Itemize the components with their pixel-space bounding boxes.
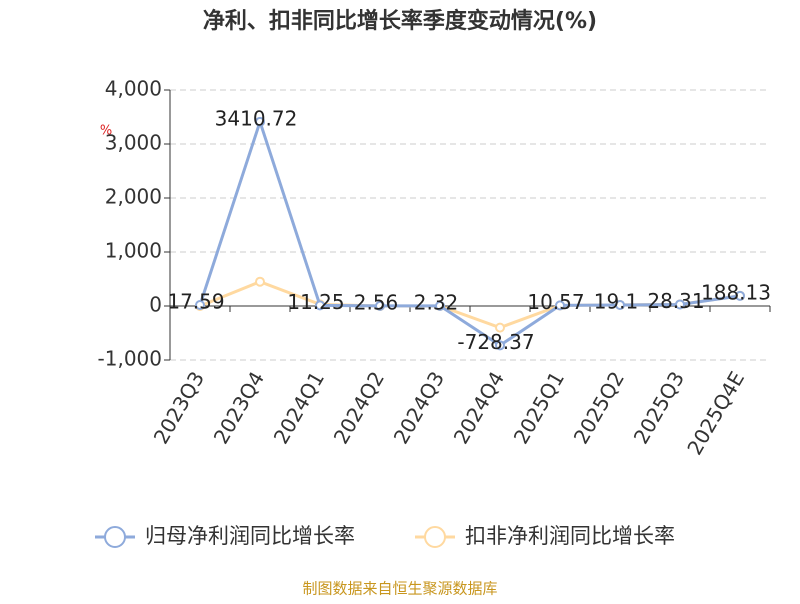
point xyxy=(375,300,385,311)
data-label: 188.13 xyxy=(701,280,771,304)
y-tick-label: 1,000 xyxy=(105,239,162,263)
data-label: 2.32 xyxy=(414,290,459,314)
y-tick-label: -1,000 xyxy=(98,347,162,371)
series-line xyxy=(198,116,741,348)
x-tick-label: 2025Q2 xyxy=(569,367,629,448)
point xyxy=(315,300,325,311)
x-tick-label: 2024Q1 xyxy=(269,367,329,448)
legend-marker xyxy=(104,526,126,548)
y-tick-label: 4,000 xyxy=(105,77,162,101)
x-tick-label: 2024Q4 xyxy=(449,367,509,448)
data-label: 10.57 xyxy=(527,290,584,314)
x-tick-label: 2025Q3 xyxy=(629,367,689,448)
legend-marker xyxy=(424,526,446,548)
data-label: 17.59 xyxy=(167,290,224,314)
data-label: -728.37 xyxy=(457,330,534,354)
legend-label: 归母净利润同比增长率 xyxy=(145,524,355,548)
data-label: 28.31 xyxy=(647,289,704,313)
data-label: 3410.72 xyxy=(215,106,298,130)
y-unit: % xyxy=(100,124,112,139)
source-note: 制图数据来自恒生聚源数据库 xyxy=(302,580,497,598)
data-label: 11.25 xyxy=(287,290,344,314)
point xyxy=(615,299,625,310)
point xyxy=(495,322,505,333)
y-tick-label: 3,000 xyxy=(105,131,162,155)
chart-title: 净利、扣非同比增长率季度变动情况(%) xyxy=(203,8,597,34)
legend-label: 扣非净利润同比增长率 xyxy=(465,524,675,548)
point xyxy=(495,340,505,351)
point xyxy=(735,290,745,301)
point xyxy=(435,300,445,311)
x-tick-label: 2024Q3 xyxy=(389,367,449,448)
point xyxy=(675,299,685,310)
x-tick-label: 2023Q3 xyxy=(149,367,209,448)
y-tick-label: 2,000 xyxy=(105,185,162,209)
x-tick-label: 2025Q4E xyxy=(682,367,749,459)
y-tick-label: 0 xyxy=(149,293,162,317)
x-tick-label: 2025Q1 xyxy=(509,367,569,448)
point xyxy=(255,276,265,287)
data-label: 19.1 xyxy=(594,289,639,313)
point xyxy=(195,300,205,311)
point xyxy=(555,300,565,311)
x-tick-label: 2023Q4 xyxy=(209,367,269,448)
data-label: 2.56 xyxy=(354,290,399,314)
x-tick-label: 2024Q2 xyxy=(329,367,389,448)
point xyxy=(255,116,265,127)
